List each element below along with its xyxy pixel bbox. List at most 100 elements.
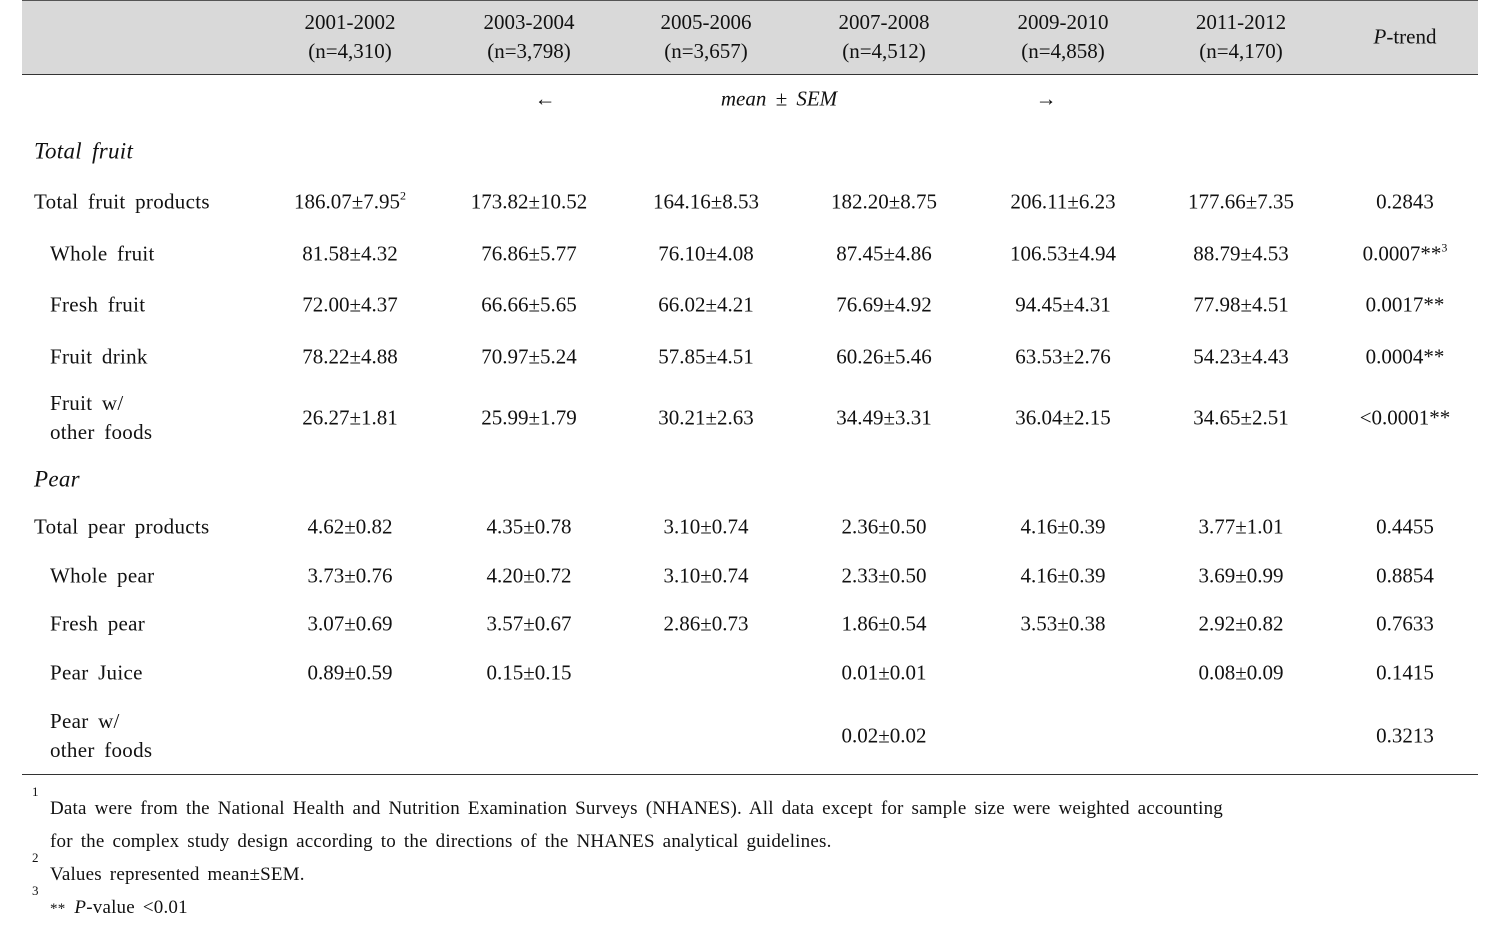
data-cell: 26.27±1.81 (302, 404, 398, 433)
data-cell: 4.62±0.82 (307, 513, 392, 542)
column-header: 2005-2006 (n=3,657) (661, 8, 752, 66)
superscript: 3 (1441, 240, 1448, 255)
data-cell: 3.57±0.67 (486, 610, 571, 639)
column-header: 2007-2008 (n=4,512) (839, 8, 930, 66)
cell-text: 206.11±6.23 (1010, 189, 1116, 214)
cell-text: 0.1415 (1376, 660, 1434, 685)
data-cell: 182.20±8.75 (831, 188, 937, 217)
data-cell: 81.58±4.32 (302, 240, 398, 269)
cell-text: 182.20±8.75 (830, 189, 938, 214)
cell-text: 0.2843 (1376, 189, 1434, 214)
data-cell: 77.98±4.51 (1193, 291, 1289, 320)
data-cell: 164.16±8.53 (653, 188, 759, 217)
cell-text: 72.00±4.37 (302, 292, 398, 317)
cell-text: 177.66±7.35 (1187, 189, 1295, 214)
section-title: Total fruit (34, 138, 134, 164)
p-value: 0.0017** (1366, 291, 1445, 320)
cell-text: 76.86±5.77 (481, 241, 577, 266)
label-line: Whole pear (50, 563, 155, 588)
data-cell: 57.85±4.51 (658, 343, 754, 372)
section-title: Pear (34, 466, 80, 492)
data-cell: 2.33±0.50 (841, 562, 926, 591)
header-band (22, 0, 1478, 75)
sample-size: (n=3,798) (487, 39, 571, 63)
footnote-text: Data were from the National Health and N… (50, 798, 1223, 819)
data-cell: 4.20±0.72 (486, 562, 571, 591)
cell-text: 0.08±0.09 (1198, 660, 1284, 685)
period: 2001-2002 (304, 10, 396, 34)
data-cell: 2.36±0.50 (841, 513, 926, 542)
cell-text: 2.92±0.82 (1198, 611, 1284, 636)
cell-text: 0.8854 (1376, 563, 1434, 588)
data-cell: 78.22±4.88 (302, 343, 398, 372)
p-value: 0.3213 (1376, 722, 1434, 751)
data-cell: 34.49±3.31 (836, 404, 932, 433)
cell-text: 2.86±0.73 (663, 611, 749, 636)
data-cell: 1.86±0.54 (841, 610, 926, 639)
data-cell: 173.82±10.52 (471, 188, 588, 217)
label-line: Pear Juice (50, 660, 143, 685)
p-value: 0.2843 (1376, 188, 1434, 217)
label-line: Fresh fruit (50, 292, 146, 317)
data-cell: 106.53±4.94 (1010, 240, 1116, 269)
arrow-left: ← (534, 86, 556, 111)
p-value: 0.7633 (1376, 610, 1434, 639)
period: 2003-2004 (483, 10, 575, 34)
cell-text: 1.86±0.54 (841, 611, 927, 636)
sample-size: (n=4,858) (1021, 39, 1105, 63)
data-cell: 0.02±0.02 (841, 722, 926, 751)
cell-text: 77.98±4.51 (1193, 292, 1289, 317)
data-cell: 0.15±0.15 (486, 659, 571, 688)
row-label: Pear w/other foods (50, 707, 152, 765)
label-line: Fruit w/ (50, 391, 124, 415)
data-cell: 3.10±0.74 (663, 562, 748, 591)
cell-text: 25.99±1.79 (481, 405, 577, 430)
data-cell: 34.65±2.51 (1193, 404, 1289, 433)
cell-text: 3.57±0.67 (486, 611, 572, 636)
data-cell: 30.21±2.63 (658, 404, 754, 433)
data-cell: 0.08±0.09 (1198, 659, 1283, 688)
cell-text: 4.35±0.78 (486, 514, 572, 539)
scale-label: mean ± SEM (720, 86, 838, 111)
p-value: 0.0007**3 (1363, 240, 1448, 269)
data-cell: 70.97±5.24 (481, 343, 577, 372)
data-cell: 3.77±1.01 (1198, 513, 1283, 542)
p-value: 0.1415 (1376, 659, 1434, 688)
cell-text: 0.7633 (1376, 611, 1434, 636)
row-label: Pear Juice (50, 659, 143, 688)
row-label: Fruit drink (50, 343, 148, 372)
row-label: Fresh pear (50, 610, 145, 639)
cell-text: 76.10±4.08 (658, 241, 754, 266)
data-cell: 76.86±5.77 (481, 240, 577, 269)
label-line: other foods (50, 738, 153, 762)
cell-text: 60.26±5.46 (836, 344, 932, 369)
row-label: Total pear products (34, 513, 210, 542)
cell-text: 0.3213 (1376, 723, 1434, 748)
label-line: Fruit drink (50, 344, 148, 369)
period: 2009-2010 (1017, 10, 1109, 34)
p-trend-text: -trend (1386, 24, 1437, 49)
cell-text: 76.69±4.92 (836, 292, 932, 317)
p-value: 0.0004** (1366, 343, 1445, 372)
data-cell: 2.86±0.73 (663, 610, 748, 639)
cell-text: 0.4455 (1376, 514, 1434, 539)
cell-text: 34.65±2.51 (1193, 405, 1289, 430)
cell-text: 0.0017** (1365, 292, 1445, 317)
p-trend-header: P-trend (1374, 23, 1437, 52)
footnote-stars: ** (50, 901, 66, 917)
period: 2007-2008 (838, 10, 930, 34)
data-cell: 36.04±2.15 (1015, 404, 1111, 433)
data-cell: 76.10±4.08 (658, 240, 754, 269)
data-cell: 3.53±0.38 (1020, 610, 1105, 639)
column-header: 2009-2010 (n=4,858) (1018, 8, 1109, 66)
cell-text: 34.49±3.31 (836, 405, 932, 430)
p-value: <0.0001** (1360, 404, 1451, 433)
cell-text: 63.53±2.76 (1015, 344, 1111, 369)
superscript: 2 (400, 188, 407, 203)
data-cell: 72.00±4.37 (302, 291, 398, 320)
sample-size: (n=4,310) (308, 39, 392, 63)
data-cell: 177.66±7.35 (1188, 188, 1294, 217)
cell-text: 81.58±4.32 (302, 241, 398, 266)
data-cell: 54.23±4.43 (1193, 343, 1289, 372)
